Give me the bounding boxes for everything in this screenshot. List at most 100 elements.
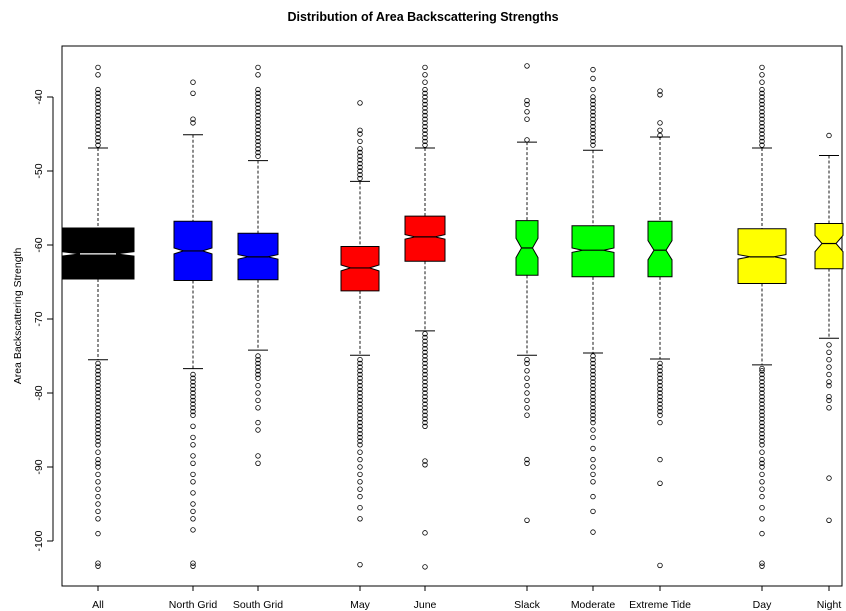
- outlier-point: [357, 505, 363, 511]
- outlier-point: [95, 379, 101, 385]
- outlier-point: [590, 412, 596, 418]
- outlier-point: [657, 412, 663, 418]
- outlier-point: [255, 105, 261, 111]
- outlier-point: [190, 116, 196, 122]
- outlier-point: [524, 382, 530, 389]
- outlier-point: [422, 371, 428, 378]
- outlier-point: [255, 368, 261, 374]
- outlier-point: [357, 153, 363, 159]
- outlier-point: [590, 386, 596, 392]
- outlier-point: [759, 371, 765, 378]
- outlier-point: [759, 382, 765, 389]
- box-group: [515, 63, 539, 523]
- box-group: [814, 132, 844, 523]
- outlier-point: [590, 127, 596, 133]
- outlier-point: [759, 120, 765, 126]
- outlier-point: [190, 405, 196, 411]
- outlier-point: [590, 368, 596, 374]
- box-group: [237, 64, 279, 466]
- outlier-point: [590, 112, 596, 119]
- outlier-point: [422, 364, 428, 370]
- outlier-point: [590, 123, 596, 130]
- outlier-point: [190, 453, 196, 459]
- outlier-point: [826, 379, 832, 385]
- outlier-point: [190, 527, 196, 533]
- outlier-point: [255, 97, 261, 104]
- box-group: [404, 64, 446, 570]
- outlier-point: [524, 97, 530, 104]
- outlier-point: [657, 405, 663, 411]
- outlier-point: [190, 394, 196, 400]
- y-tick-label: -80: [33, 385, 45, 400]
- outlier-point: [759, 516, 765, 522]
- outlier-point: [422, 94, 428, 100]
- outlier-point: [759, 375, 765, 381]
- outlier-point: [357, 456, 363, 463]
- outlier-point: [759, 90, 765, 96]
- outlier-point: [95, 86, 101, 93]
- outlier-point: [357, 464, 363, 470]
- outlier-point: [95, 109, 101, 115]
- outlier-point: [357, 131, 363, 137]
- outlier-point: [422, 134, 428, 141]
- outlier-point: [826, 382, 832, 389]
- outlier-point: [657, 368, 663, 374]
- outlier-point: [95, 127, 101, 133]
- outlier-point: [422, 416, 428, 422]
- outlier-point: [95, 471, 101, 478]
- outlier-point: [95, 401, 101, 407]
- outlier-point: [255, 86, 261, 93]
- y-tick-label: -100: [33, 530, 45, 551]
- outlier-point: [95, 131, 101, 137]
- outlier-point: [357, 364, 363, 370]
- outlier-point: [357, 360, 363, 367]
- outlier-point: [590, 479, 596, 485]
- outlier-point: [95, 105, 101, 111]
- outlier-point: [524, 405, 530, 411]
- outlier-point: [759, 505, 765, 511]
- outlier-point: [657, 364, 663, 370]
- outlier-point: [190, 460, 196, 466]
- outlier-point: [255, 357, 261, 363]
- outlier-point: [759, 438, 765, 444]
- outlier-point: [422, 131, 428, 137]
- outlier-point: [357, 100, 363, 106]
- outlier-point: [524, 116, 530, 122]
- outlier-point: [95, 563, 101, 569]
- outlier-point: [590, 364, 596, 370]
- outlier-point: [759, 112, 765, 119]
- outlier-point: [759, 365, 765, 372]
- outlier-point: [590, 86, 596, 93]
- outlier-point: [590, 75, 596, 82]
- outlier-point: [759, 386, 765, 392]
- outlier-point: [590, 142, 596, 148]
- outlier-point: [657, 120, 663, 126]
- outlier-point: [95, 416, 101, 422]
- outlier-point: [357, 175, 363, 182]
- outlier-point: [255, 371, 261, 378]
- outlier-point: [357, 157, 363, 163]
- y-tick-label: -90: [33, 459, 45, 474]
- x-tick-label: North Grid: [169, 599, 218, 611]
- outlier-point: [657, 92, 663, 98]
- outlier-point: [190, 501, 196, 507]
- box-group: [647, 88, 673, 569]
- outlier-point: [759, 442, 765, 448]
- box-group: [173, 79, 213, 569]
- x-tick-label: May: [350, 599, 371, 611]
- outlier-point: [95, 442, 101, 448]
- outlier-point: [255, 120, 261, 126]
- outlier-point: [95, 101, 101, 108]
- outlier-point: [759, 97, 765, 104]
- outlier-point: [759, 368, 765, 374]
- outlier-point: [190, 490, 196, 496]
- outlier-point: [759, 419, 765, 426]
- outlier-point: [357, 405, 363, 411]
- outlier-point: [422, 360, 428, 367]
- outlier-point: [590, 116, 596, 122]
- outlier-point: [524, 412, 530, 418]
- outlier-point: [759, 72, 765, 78]
- outlier-point: [422, 375, 428, 381]
- outlier-point: [590, 445, 596, 452]
